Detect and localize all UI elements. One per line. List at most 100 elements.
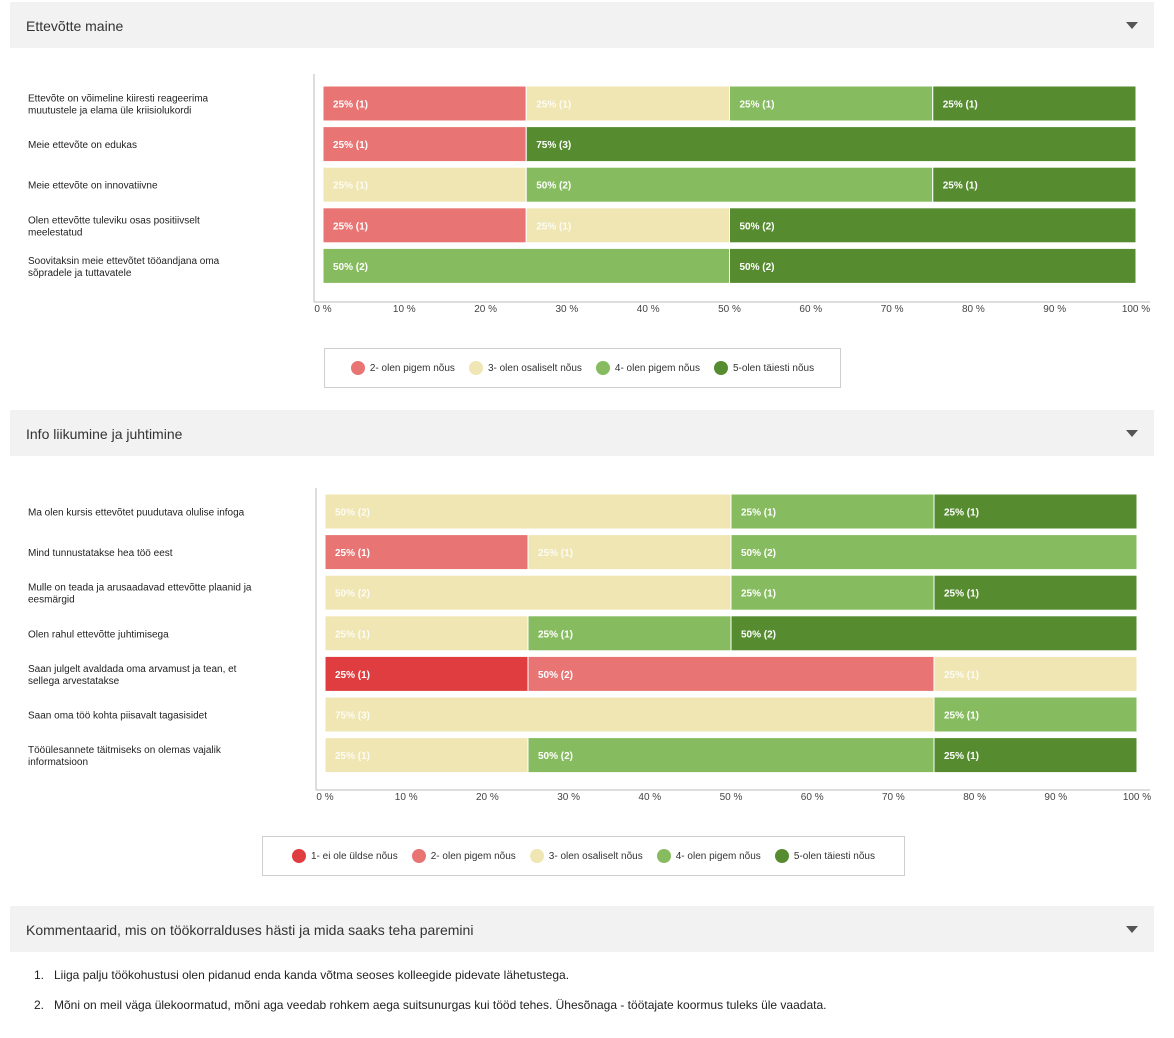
bar-segment <box>322 247 730 284</box>
row-label: sellega arvestatakse <box>28 676 120 687</box>
legend-swatch <box>411 849 426 863</box>
row-label: Saan oma töö kohta piisavalt tagasisidet <box>28 711 207 722</box>
bar-segment <box>322 166 527 203</box>
bar-segment <box>324 493 732 530</box>
legend-swatch <box>529 849 544 863</box>
legend-label: 5-olen täiesti nõus <box>732 362 815 374</box>
data-label: 25% (1) <box>944 508 979 519</box>
legend-swatch <box>774 849 789 863</box>
chart-company-reputation: 0 % 10 % 20 % 30 % 40 % 50 % 60 % 70 % 80 % 90 % 1… <box>0 70 1174 320</box>
row-label: muutustele ja elama üle kriisiolukordi <box>28 106 191 117</box>
legend-item[interactable]: 3- olen osaliselt nõus <box>468 361 582 375</box>
section-header-company-reputation[interactable]: Ettevõtte maine <box>10 2 1154 48</box>
legend-label: 5-olen täiesti nõus <box>793 850 875 862</box>
bar-segment <box>730 493 935 530</box>
data-label: 75% (3) <box>536 140 571 151</box>
bar-segment <box>933 574 1138 611</box>
section-header-info-flow[interactable]: Info liikumine ja juhtimine <box>10 410 1154 456</box>
bar-segment <box>527 534 732 571</box>
data-label: 50% (2) <box>335 589 370 600</box>
legend-item[interactable]: 2- olen pigem nõus <box>350 361 455 375</box>
data-label: 50% (2) <box>335 508 370 519</box>
row-label: eesmärgid <box>28 595 75 606</box>
legend-item[interactable]: 4- olen pigem nõus <box>656 849 761 863</box>
legend-item[interactable]: 5-olen täiesti nõus <box>774 849 875 863</box>
bar-segment <box>324 737 529 774</box>
legend-item[interactable]: 3- olen osaliselt nõus <box>529 849 643 863</box>
data-label: 25% (1) <box>944 711 979 722</box>
comment-text: Mõni on meil väga ülekoormatud, mõni aga… <box>54 998 827 1012</box>
legend-item[interactable]: 5-olen täiesti nõus <box>713 361 815 375</box>
legend-label: 2- olen pigem nõus <box>369 362 455 374</box>
bar-segment <box>324 655 529 692</box>
x-tick-label: 20 % <box>476 792 499 803</box>
legend-item[interactable]: 2- olen pigem nõus <box>411 849 516 863</box>
legend-label: 4- olen pigem nõus <box>614 362 700 374</box>
row-label: meelestatud <box>28 227 82 238</box>
legend-item[interactable]: 4- olen pigem nõus <box>595 361 700 375</box>
legend-swatch <box>350 361 365 375</box>
data-label: 50% (2) <box>538 670 573 681</box>
legend-item[interactable]: 1- ei ole üldse nõus <box>292 849 398 863</box>
data-label: 75% (3) <box>335 711 370 722</box>
section-header-comments[interactable]: Kommentaarid, mis on töökorralduses häst… <box>10 906 1154 952</box>
data-label: 25% (1) <box>741 508 776 519</box>
section-title: Ettevõtte maine <box>26 18 124 34</box>
bar-segment <box>933 737 1138 774</box>
data-label: 25% (1) <box>335 548 370 559</box>
x-tick-label: 10 % <box>395 792 418 803</box>
bar-segment <box>322 207 527 244</box>
row-label: Soovitaksin meie ettevõtet tööandjana om… <box>28 256 220 267</box>
bar-segment <box>324 574 732 611</box>
data-label: 50% (2) <box>333 262 368 273</box>
x-tick-label: 70 % <box>882 792 905 803</box>
comment-item: 2. Mõni on meil väga ülekoormatud, mõni … <box>34 998 826 1012</box>
bar-segment <box>527 737 935 774</box>
chevron-down-icon[interactable] <box>1126 926 1138 933</box>
section-title: Info liikumine ja juhtimine <box>26 426 183 442</box>
row-label: Meie ettevõte on edukas <box>28 140 137 151</box>
x-tick-label: 20 % <box>474 304 497 315</box>
x-tick-label: 100 % <box>1122 304 1150 315</box>
row-label: Tööülesannete täitmiseks on olemas vajal… <box>28 745 222 756</box>
x-tick-label: 80 % <box>963 792 986 803</box>
comment-item: 1. Liiga palju töökohustusi olen pidanud… <box>34 968 826 982</box>
data-label: 25% (1) <box>741 589 776 600</box>
data-label: 50% (2) <box>740 262 775 273</box>
data-label: 50% (2) <box>741 629 776 640</box>
comment-number: 1. <box>34 968 45 982</box>
bar-segment <box>525 85 730 122</box>
x-tick-label: 90 % <box>1043 304 1066 315</box>
bar-segment <box>525 207 730 244</box>
x-tick-label: 90 % <box>1044 792 1067 803</box>
chevron-down-icon[interactable] <box>1126 22 1138 29</box>
section-title: Kommentaarid, mis on töökorralduses häst… <box>26 922 474 938</box>
comments-list: 1. Liiga palju töökohustusi olen pidanud… <box>34 968 826 1028</box>
data-label: 50% (2) <box>538 751 573 762</box>
data-label: 50% (2) <box>741 548 776 559</box>
chart-legend: 2- olen pigem nõus 3- olen osaliselt nõus… <box>324 348 841 388</box>
bar-segment <box>932 85 1137 122</box>
chevron-down-icon[interactable] <box>1126 430 1138 437</box>
bar-segment <box>324 534 529 571</box>
bar-segment <box>933 493 1138 530</box>
data-label: 25% (1) <box>335 629 370 640</box>
x-tick-label: 50 % <box>718 304 741 315</box>
row-label: Mulle on teada ja arusaadavad ettevõtte … <box>28 583 252 594</box>
data-label: 25% (1) <box>944 751 979 762</box>
x-tick-label: 40 % <box>638 792 661 803</box>
bar-segment <box>525 126 1137 163</box>
legend-swatch <box>595 361 610 375</box>
bar-segment <box>932 166 1137 203</box>
x-tick-label: 10 % <box>393 304 416 315</box>
x-tick-label: 50 % <box>720 792 743 803</box>
row-label: Meie ettevõte on innovatiivne <box>28 181 158 192</box>
legend-label: 3- olen osaliselt nõus <box>487 362 582 374</box>
data-label: 25% (1) <box>943 100 978 111</box>
legend-label: 4- olen pigem nõus <box>675 850 761 862</box>
legend-label: 1- ei ole üldse nõus <box>311 850 398 862</box>
row-label: Ettevõte on võimeline kiiresti reageerim… <box>28 94 209 105</box>
bar-segment <box>527 655 935 692</box>
chart-legend: 1- ei ole üldse nõus 2- olen pigem nõus 3-… <box>262 836 905 876</box>
legend-swatch <box>468 361 483 375</box>
